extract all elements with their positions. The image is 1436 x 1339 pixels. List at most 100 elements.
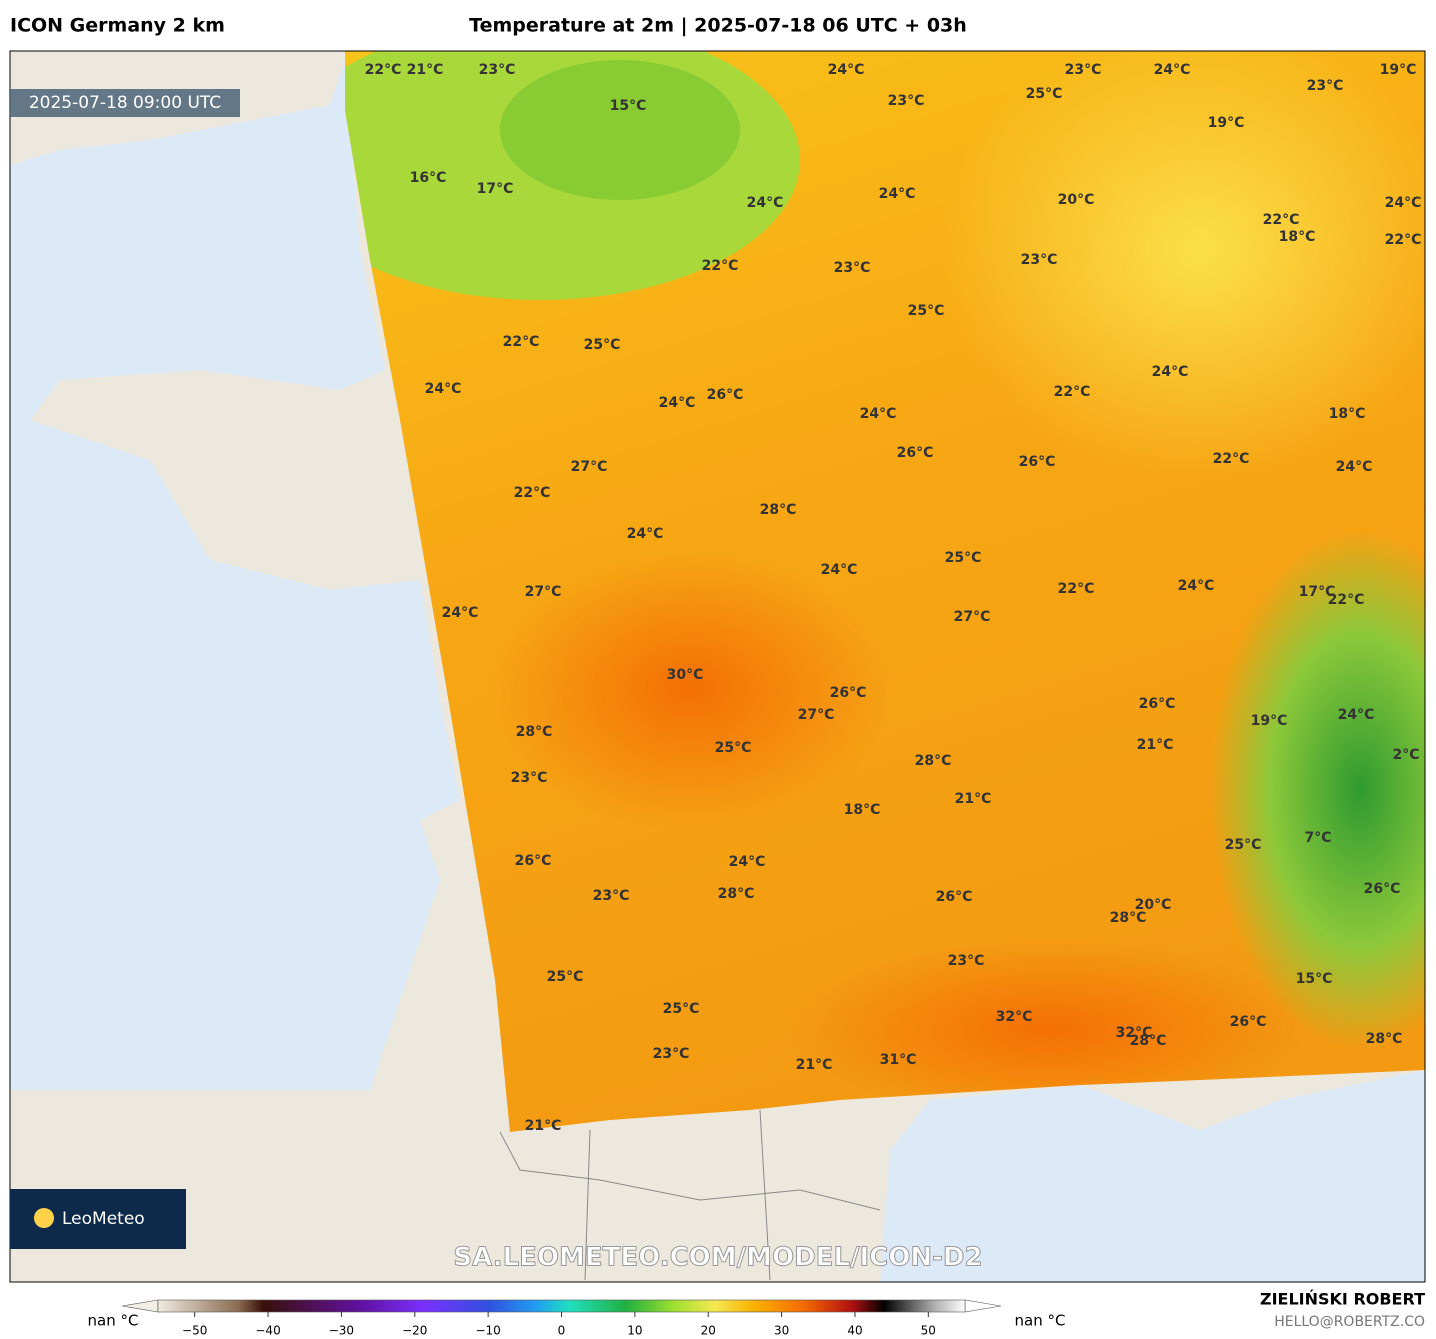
- temperature-label: 25°C: [1026, 86, 1063, 102]
- temperature-label: 21°C: [525, 1118, 562, 1134]
- temperature-label: 2°C: [1392, 747, 1419, 763]
- temperature-label: 26°C: [1364, 881, 1401, 897]
- temperature-label: 18°C: [844, 802, 881, 818]
- colorbar-over-label: nan °C: [1015, 1312, 1066, 1330]
- logo: LeoMeteo: [62, 1209, 145, 1229]
- temperature-label: 20°C: [1058, 192, 1095, 208]
- temperature-label: 22°C: [1328, 592, 1365, 608]
- temperature-label: 23°C: [511, 770, 548, 786]
- temperature-label: 21°C: [796, 1057, 833, 1073]
- temperature-label: 19°C: [1380, 62, 1417, 78]
- temperature-label: 23°C: [948, 953, 985, 969]
- temperature-label: 22°C: [702, 258, 739, 274]
- temperature-label: 25°C: [715, 740, 752, 756]
- temperature-label: 28°C: [1130, 1033, 1167, 1049]
- temperature-label: 24°C: [1178, 578, 1215, 594]
- temperature-label: 24°C: [1152, 364, 1189, 380]
- temperature-label: 26°C: [707, 387, 744, 403]
- temperature-label: 27°C: [954, 609, 991, 625]
- colorbar-tick-label: 20: [701, 1324, 716, 1338]
- temperature-label: 23°C: [1021, 252, 1058, 268]
- colorbar-under: [121, 1299, 159, 1313]
- temperature-field: [345, 51, 1425, 1132]
- temperature-label: 22°C: [503, 334, 540, 350]
- temperature-label: 32°C: [1116, 1025, 1153, 1041]
- mediterranean: [880, 1070, 1425, 1282]
- temperature-label: 22°C: [365, 62, 402, 78]
- temperature-label: 20°C: [1135, 897, 1172, 913]
- temperature-label: 19°C: [1251, 713, 1288, 729]
- temperature-label: 25°C: [945, 550, 982, 566]
- temperature-label: 23°C: [834, 260, 871, 276]
- temperature-label: 30°C: [667, 667, 704, 683]
- timestamp-box: [10, 89, 240, 117]
- temperature-label: 24°C: [1154, 62, 1191, 78]
- temperature-label: 27°C: [798, 707, 835, 723]
- temperature-label: 7°C: [1304, 830, 1331, 846]
- temperature-label: 28°C: [760, 502, 797, 518]
- temperature-label: 23°C: [888, 93, 925, 109]
- temperature-label: 22°C: [1058, 581, 1095, 597]
- temperature-label: 24°C: [659, 395, 696, 411]
- temperature-label: 25°C: [1225, 837, 1262, 853]
- email: HELLO@ROBERTZ.CO: [1274, 1314, 1425, 1330]
- temperature-label: 22°C: [514, 485, 551, 501]
- colorbar-over: [964, 1299, 1002, 1313]
- temperature-label: 24°C: [425, 381, 462, 397]
- temperature-label: 26°C: [1139, 696, 1176, 712]
- temperature-label: 26°C: [897, 445, 934, 461]
- colorbar-tick-label: −10: [475, 1324, 500, 1338]
- temperature-label: 26°C: [1019, 454, 1056, 470]
- temperature-label: 19°C: [1208, 115, 1245, 131]
- temperature-label: 26°C: [936, 889, 973, 905]
- temperature-label: 22°C: [1263, 212, 1300, 228]
- map-labels: 22°C 21°C 23°C15°C16°C17°C24°C23°C 25°C23°C…: [365, 62, 1422, 1134]
- temperature-label: 27°C: [571, 459, 608, 475]
- model-title: ICON Germany 2 km: [10, 15, 225, 37]
- temperature-label: 26°C: [830, 685, 867, 701]
- temperature-label: 24°C: [729, 854, 766, 870]
- temperature-label: 24°C: [1336, 459, 1373, 475]
- temperature-label: 24°C: [879, 186, 916, 202]
- colorbar-tick-label: 10: [627, 1324, 642, 1338]
- temperature-label: 28°C: [516, 724, 553, 740]
- temperature-label: 22°C: [1385, 232, 1422, 248]
- temperature-label: 22°C: [1213, 451, 1250, 467]
- colorbar-tick-label: −20: [402, 1324, 427, 1338]
- temperature-label: 24°C: [1338, 707, 1375, 723]
- temperature-label: 32°C: [996, 1009, 1033, 1025]
- temperature-label: 24°C: [442, 605, 479, 621]
- temperature-label: 24°C: [747, 195, 784, 211]
- temperature-label: 31°C: [880, 1052, 917, 1068]
- map-frame: [9, 50, 1426, 1283]
- temperature-label: 25°C: [663, 1001, 700, 1017]
- temperature-label: 28°C: [1110, 910, 1147, 926]
- temperature-label: 21°C: [955, 791, 992, 807]
- author: ZIELIŃSKI ROBERT: [1260, 1290, 1425, 1309]
- atlantic: [10, 60, 460, 1090]
- temperature-label: 15°C: [610, 98, 647, 114]
- colorbar-tick-label: −40: [255, 1324, 280, 1338]
- temperature-label: 28°C: [1366, 1031, 1403, 1047]
- colorbar-tick-label: 0: [558, 1324, 566, 1338]
- temperature-label: 23°C: [1307, 78, 1344, 94]
- temperature-label: 23°C: [479, 62, 516, 78]
- colorbar-tick-label: 30: [774, 1324, 789, 1338]
- chart-title: Temperature at 2m | 2025-07-18 06 UTC + …: [469, 15, 967, 37]
- temperature-label: 26°C: [515, 853, 552, 869]
- temperature-label: 28°C: [718, 886, 755, 902]
- logo-sun: [34, 1208, 54, 1228]
- colorbar-tick-label: 50: [921, 1324, 936, 1338]
- colorbar-under-label: nan °C: [88, 1312, 139, 1330]
- temperature-label: 18°C: [1329, 406, 1366, 422]
- temperature-label: 24°C: [828, 62, 865, 78]
- colorbar: nan °C nan °C −50 −40 −30 −20 −10 0 10 20 30 40 50: [88, 1299, 1066, 1338]
- temperature-label: 27°C: [525, 584, 562, 600]
- temperature-label: 25°C: [584, 337, 621, 353]
- temperature-label: 21°C: [407, 62, 444, 78]
- temperature-label: 23°C: [593, 888, 630, 904]
- temperature-label: 23°C: [1065, 62, 1102, 78]
- timestamp: 2025-07-18 09:00 UTC: [29, 93, 221, 113]
- colorbar-tick-label: −30: [329, 1324, 354, 1338]
- temperature-label: 25°C: [908, 303, 945, 319]
